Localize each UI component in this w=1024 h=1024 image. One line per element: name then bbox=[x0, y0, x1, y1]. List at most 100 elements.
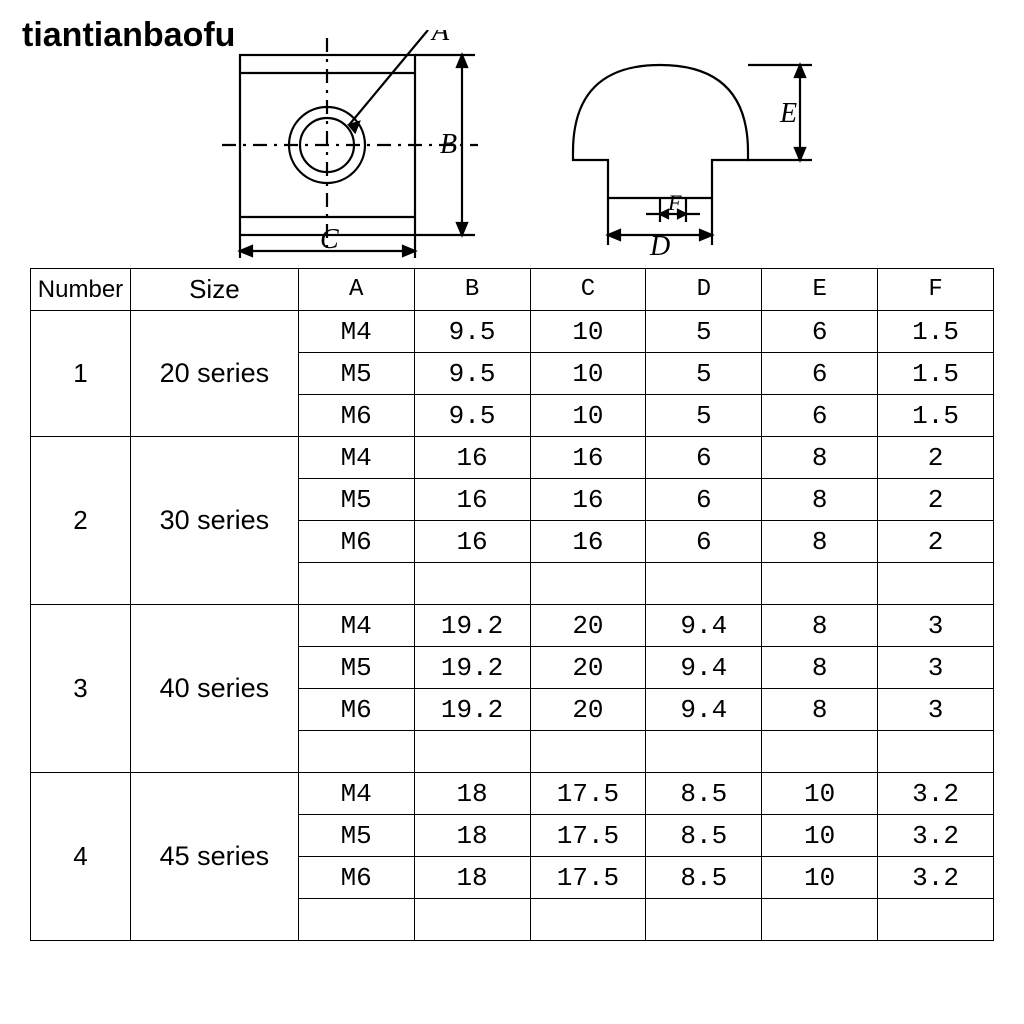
table-row: 445 seriesM41817.58.5103.2 bbox=[31, 773, 994, 815]
cell-number: 1 bbox=[31, 311, 131, 437]
cell-empty bbox=[298, 899, 414, 941]
cell-F: 1.5 bbox=[878, 311, 994, 353]
cell-F: 3 bbox=[878, 605, 994, 647]
cell-D: 5 bbox=[646, 395, 762, 437]
cell-D: 8.5 bbox=[646, 815, 762, 857]
cell-A: M5 bbox=[298, 647, 414, 689]
cell-C: 17.5 bbox=[530, 815, 646, 857]
cell-E: 8 bbox=[762, 437, 878, 479]
th-E: E bbox=[762, 269, 878, 311]
cell-empty bbox=[646, 899, 762, 941]
cell-empty bbox=[298, 563, 414, 605]
cell-F: 1.5 bbox=[878, 395, 994, 437]
cell-B: 9.5 bbox=[414, 353, 530, 395]
cell-E: 8 bbox=[762, 689, 878, 731]
cell-F: 2 bbox=[878, 437, 994, 479]
cell-E: 6 bbox=[762, 311, 878, 353]
cell-number: 2 bbox=[31, 437, 131, 605]
dim-label-B: B bbox=[440, 129, 457, 160]
th-number: Number bbox=[31, 269, 131, 311]
cell-C: 10 bbox=[530, 395, 646, 437]
cell-B: 16 bbox=[414, 437, 530, 479]
cell-D: 9.4 bbox=[646, 689, 762, 731]
cell-empty bbox=[414, 563, 530, 605]
cell-D: 5 bbox=[646, 353, 762, 395]
th-A: A bbox=[298, 269, 414, 311]
cell-number: 4 bbox=[31, 773, 131, 941]
cell-A: M5 bbox=[298, 353, 414, 395]
cell-empty bbox=[762, 731, 878, 773]
cell-C: 16 bbox=[530, 437, 646, 479]
cell-A: M6 bbox=[298, 689, 414, 731]
dimensions-table-container: Number Size A B C D E F 120 seriesM49.51… bbox=[30, 268, 994, 941]
cell-empty bbox=[530, 731, 646, 773]
cell-D: 6 bbox=[646, 479, 762, 521]
cell-C: 16 bbox=[530, 479, 646, 521]
cell-E: 8 bbox=[762, 647, 878, 689]
cell-A: M4 bbox=[298, 773, 414, 815]
cell-A: M6 bbox=[298, 521, 414, 563]
cell-F: 2 bbox=[878, 479, 994, 521]
table-body: 120 seriesM49.510561.5M59.510561.5M69.51… bbox=[31, 311, 994, 941]
cell-empty bbox=[530, 899, 646, 941]
cell-B: 19.2 bbox=[414, 689, 530, 731]
dimensions-table: Number Size A B C D E F 120 seriesM49.51… bbox=[30, 268, 994, 941]
cell-C: 20 bbox=[530, 647, 646, 689]
cell-F: 3.2 bbox=[878, 857, 994, 899]
cell-A: M4 bbox=[298, 311, 414, 353]
cell-C: 17.5 bbox=[530, 857, 646, 899]
cell-empty bbox=[762, 899, 878, 941]
cell-E: 10 bbox=[762, 857, 878, 899]
cell-empty bbox=[414, 899, 530, 941]
table-row: 120 seriesM49.510561.5 bbox=[31, 311, 994, 353]
table-row: 340 seriesM419.2209.483 bbox=[31, 605, 994, 647]
dim-label-C: C bbox=[320, 224, 339, 255]
cell-size: 40 series bbox=[130, 605, 298, 773]
cell-D: 8.5 bbox=[646, 773, 762, 815]
cell-E: 8 bbox=[762, 479, 878, 521]
cell-E: 8 bbox=[762, 605, 878, 647]
cell-B: 18 bbox=[414, 773, 530, 815]
cell-size: 30 series bbox=[130, 437, 298, 605]
table-header-row: Number Size A B C D E F bbox=[31, 269, 994, 311]
cell-empty bbox=[878, 899, 994, 941]
cell-C: 16 bbox=[530, 521, 646, 563]
cell-D: 9.4 bbox=[646, 605, 762, 647]
cell-empty bbox=[878, 563, 994, 605]
cell-A: M5 bbox=[298, 479, 414, 521]
cell-E: 8 bbox=[762, 521, 878, 563]
cell-A: M5 bbox=[298, 815, 414, 857]
cell-E: 6 bbox=[762, 395, 878, 437]
cell-size: 20 series bbox=[130, 311, 298, 437]
th-C: C bbox=[530, 269, 646, 311]
cell-A: M6 bbox=[298, 395, 414, 437]
cell-E: 10 bbox=[762, 773, 878, 815]
cell-F: 3 bbox=[878, 647, 994, 689]
cell-A: M4 bbox=[298, 437, 414, 479]
cell-F: 3 bbox=[878, 689, 994, 731]
cell-A: M6 bbox=[298, 857, 414, 899]
cell-C: 20 bbox=[530, 605, 646, 647]
cell-B: 16 bbox=[414, 521, 530, 563]
cell-D: 5 bbox=[646, 311, 762, 353]
th-D: D bbox=[646, 269, 762, 311]
cell-B: 9.5 bbox=[414, 395, 530, 437]
cell-D: 9.4 bbox=[646, 647, 762, 689]
cell-B: 16 bbox=[414, 479, 530, 521]
cell-D: 6 bbox=[646, 437, 762, 479]
cell-C: 10 bbox=[530, 353, 646, 395]
cell-empty bbox=[878, 731, 994, 773]
cell-empty bbox=[530, 563, 646, 605]
cell-empty bbox=[414, 731, 530, 773]
cell-F: 3.2 bbox=[878, 815, 994, 857]
cell-size: 45 series bbox=[130, 773, 298, 941]
cell-empty bbox=[646, 731, 762, 773]
dim-label-A: A bbox=[430, 30, 450, 47]
cell-C: 17.5 bbox=[530, 773, 646, 815]
cell-C: 20 bbox=[530, 689, 646, 731]
cell-B: 19.2 bbox=[414, 605, 530, 647]
cell-E: 10 bbox=[762, 815, 878, 857]
dim-label-E: E bbox=[779, 98, 797, 129]
cell-F: 1.5 bbox=[878, 353, 994, 395]
cell-C: 10 bbox=[530, 311, 646, 353]
